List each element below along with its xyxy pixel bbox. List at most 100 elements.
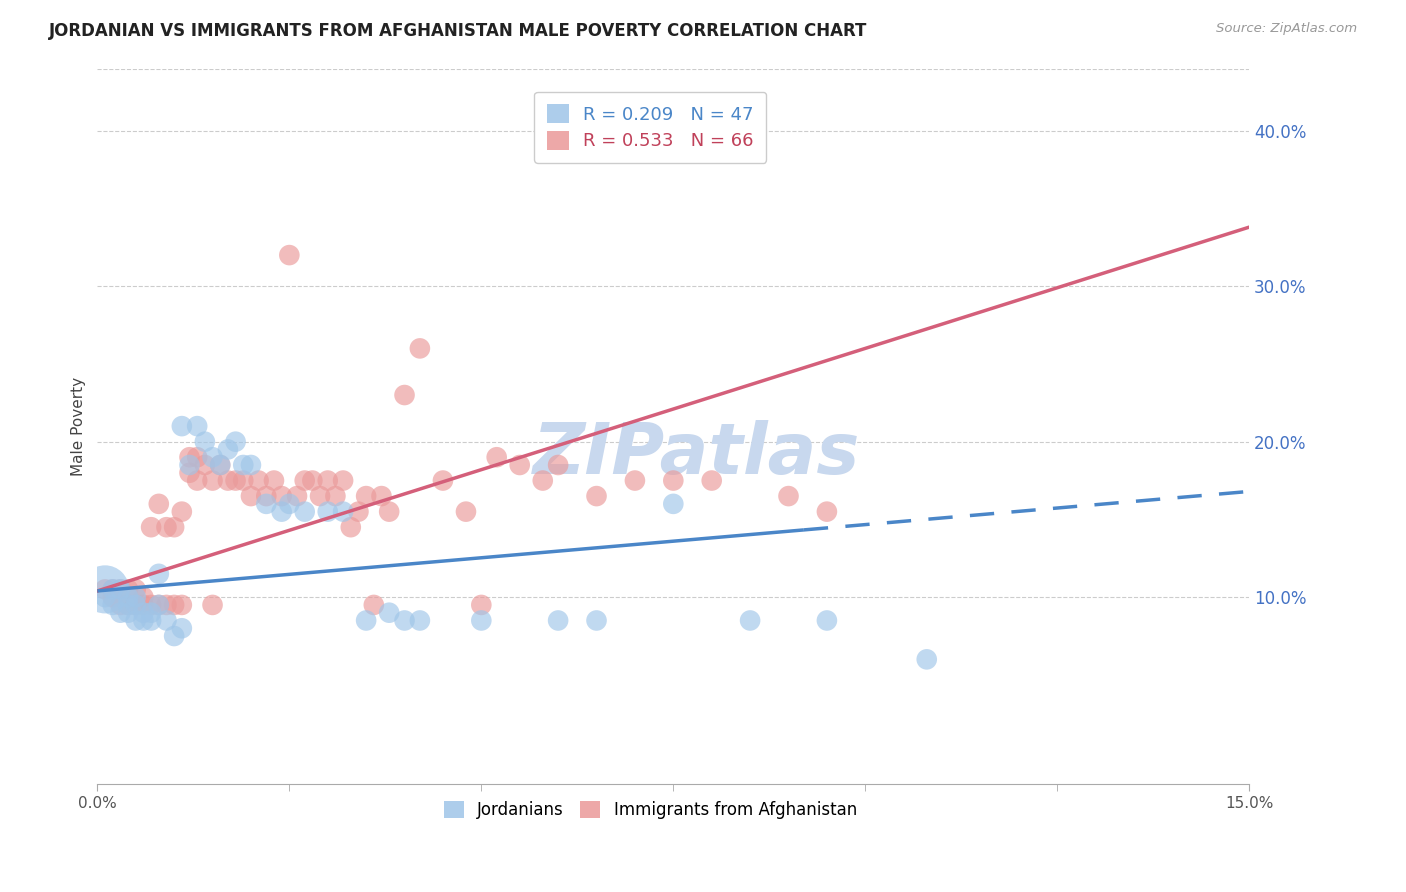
Text: ZIPatlas: ZIPatlas bbox=[533, 420, 860, 489]
Point bbox=[509, 458, 531, 472]
Point bbox=[700, 474, 723, 488]
Point bbox=[163, 520, 186, 534]
Point bbox=[316, 474, 339, 488]
Point bbox=[815, 505, 838, 519]
Point bbox=[209, 458, 232, 472]
Point bbox=[270, 489, 292, 503]
Point bbox=[332, 474, 354, 488]
Point bbox=[148, 497, 170, 511]
Point bbox=[232, 458, 254, 472]
Point bbox=[179, 466, 201, 480]
Point bbox=[170, 621, 193, 635]
Point bbox=[339, 520, 361, 534]
Point bbox=[132, 590, 155, 604]
Point bbox=[378, 606, 401, 620]
Point bbox=[363, 598, 385, 612]
Text: Source: ZipAtlas.com: Source: ZipAtlas.com bbox=[1216, 22, 1357, 36]
Point bbox=[117, 598, 139, 612]
Point bbox=[263, 474, 285, 488]
Point bbox=[332, 505, 354, 519]
Point bbox=[239, 458, 262, 472]
Point bbox=[915, 652, 938, 666]
Point bbox=[239, 489, 262, 503]
Point bbox=[186, 419, 208, 434]
Point bbox=[139, 598, 162, 612]
Point bbox=[217, 474, 239, 488]
Point bbox=[194, 434, 217, 449]
Point bbox=[209, 458, 232, 472]
Point bbox=[148, 598, 170, 612]
Point bbox=[125, 598, 148, 612]
Point bbox=[378, 505, 401, 519]
Point bbox=[225, 474, 247, 488]
Point bbox=[163, 598, 186, 612]
Point bbox=[148, 566, 170, 581]
Point bbox=[347, 505, 370, 519]
Point bbox=[201, 598, 224, 612]
Point bbox=[301, 474, 323, 488]
Y-axis label: Male Poverty: Male Poverty bbox=[72, 376, 86, 475]
Point bbox=[179, 450, 201, 465]
Point bbox=[101, 582, 124, 597]
Point bbox=[101, 590, 124, 604]
Point bbox=[132, 598, 155, 612]
Point bbox=[815, 614, 838, 628]
Point bbox=[117, 598, 139, 612]
Point bbox=[125, 590, 148, 604]
Point bbox=[163, 629, 186, 643]
Point bbox=[485, 450, 508, 465]
Point bbox=[232, 474, 254, 488]
Point bbox=[139, 520, 162, 534]
Point bbox=[254, 497, 277, 511]
Point bbox=[294, 505, 316, 519]
Point bbox=[132, 614, 155, 628]
Point bbox=[217, 442, 239, 457]
Point bbox=[94, 590, 117, 604]
Point bbox=[585, 614, 607, 628]
Point bbox=[470, 598, 492, 612]
Point bbox=[547, 614, 569, 628]
Point bbox=[132, 606, 155, 620]
Point bbox=[194, 458, 217, 472]
Point bbox=[110, 606, 132, 620]
Point bbox=[740, 614, 762, 628]
Point bbox=[285, 489, 308, 503]
Point bbox=[247, 474, 270, 488]
Point bbox=[325, 489, 347, 503]
Point bbox=[225, 434, 247, 449]
Point bbox=[254, 489, 277, 503]
Point bbox=[662, 474, 685, 488]
Point bbox=[370, 489, 392, 503]
Point bbox=[125, 614, 148, 628]
Text: JORDANIAN VS IMMIGRANTS FROM AFGHANISTAN MALE POVERTY CORRELATION CHART: JORDANIAN VS IMMIGRANTS FROM AFGHANISTAN… bbox=[49, 22, 868, 40]
Point bbox=[125, 582, 148, 597]
Point bbox=[186, 474, 208, 488]
Point bbox=[155, 520, 177, 534]
Point bbox=[201, 450, 224, 465]
Point bbox=[117, 590, 139, 604]
Point bbox=[179, 458, 201, 472]
Point bbox=[170, 419, 193, 434]
Point bbox=[278, 248, 301, 262]
Point bbox=[117, 606, 139, 620]
Point bbox=[354, 614, 377, 628]
Point bbox=[101, 598, 124, 612]
Point bbox=[294, 474, 316, 488]
Point bbox=[110, 582, 132, 597]
Point bbox=[394, 388, 416, 402]
Point bbox=[409, 614, 432, 628]
Point bbox=[101, 582, 124, 597]
Point bbox=[394, 614, 416, 628]
Point bbox=[155, 598, 177, 612]
Point bbox=[316, 505, 339, 519]
Point bbox=[94, 582, 117, 597]
Point bbox=[547, 458, 569, 472]
Point bbox=[117, 582, 139, 597]
Point bbox=[170, 505, 193, 519]
Point bbox=[94, 582, 117, 597]
Point bbox=[148, 598, 170, 612]
Legend: Jordanians, Immigrants from Afghanistan: Jordanians, Immigrants from Afghanistan bbox=[437, 794, 863, 825]
Point bbox=[470, 614, 492, 628]
Point bbox=[778, 489, 800, 503]
Point bbox=[270, 505, 292, 519]
